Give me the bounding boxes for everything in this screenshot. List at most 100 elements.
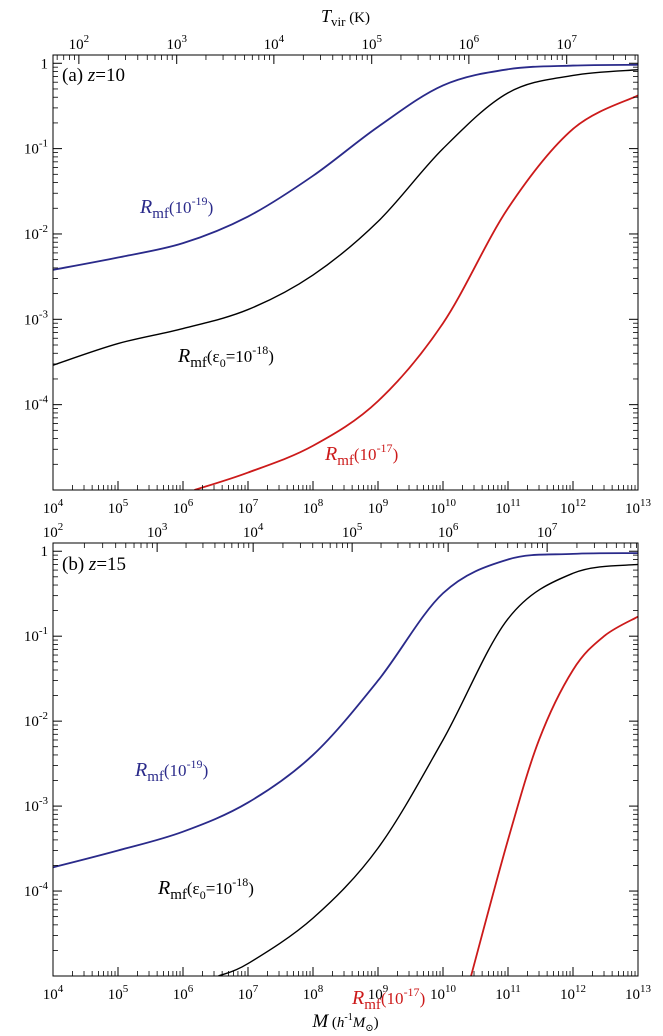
y-tick-label: 10-3 xyxy=(24,795,49,815)
series-label-sup: -17 xyxy=(377,441,393,455)
x-tick-exponent: 6 xyxy=(188,497,194,509)
y-tick-label: 10-1 xyxy=(24,625,48,645)
y-tick-base: 10 xyxy=(24,799,39,815)
series-label-close: ) xyxy=(248,879,254,898)
x-tick-label: 1011 xyxy=(495,983,521,1003)
series-label-open: (10 xyxy=(381,989,404,1008)
x-tick-base: 10 xyxy=(238,501,253,517)
series-label-1: Rmf(ε0=10-18) xyxy=(177,343,274,371)
series-label-sub: mf xyxy=(190,355,207,371)
top-tick-exponent: 4 xyxy=(258,521,264,533)
x-tick-label: 105 xyxy=(108,497,129,517)
x-tick-base: 10 xyxy=(625,501,640,517)
series-label-1: Rmf(ε0=10-18) xyxy=(157,875,254,903)
panel-label-suffix: =10 xyxy=(95,65,125,86)
series-line-0-0 xyxy=(53,63,638,271)
x-axis-title: M (h-1M⊙) xyxy=(311,1011,378,1034)
x-tick-base: 10 xyxy=(43,501,58,517)
y-tick-exponent: -3 xyxy=(39,308,49,320)
x-tick-base: 10 xyxy=(430,501,445,517)
top-tick-base: 10 xyxy=(166,37,181,53)
series-label-r: R xyxy=(157,877,170,899)
x-tick-label: 1012 xyxy=(560,983,586,1003)
series-label-open: (ε xyxy=(207,347,220,366)
series-line-1-1 xyxy=(218,563,638,976)
series-label-sup: -17 xyxy=(404,985,420,999)
top-tick-label: 105 xyxy=(361,33,382,53)
top-tick-exponent: 5 xyxy=(357,521,363,533)
y-tick-base: 10 xyxy=(24,398,39,414)
x-tick-exponent: 6 xyxy=(188,983,194,995)
top-axis-title: Tvir (K) xyxy=(321,6,370,29)
x-tick-label: 1012 xyxy=(560,497,586,517)
y-tick-exponent: -2 xyxy=(39,223,48,235)
series-label-sup: -18 xyxy=(232,875,248,889)
top-tick-label: 102 xyxy=(43,521,64,541)
series-label-2: Rmf(10-17) xyxy=(324,441,398,469)
y-tick-label: 1 xyxy=(41,544,49,560)
y-tick-label: 10-2 xyxy=(24,223,48,243)
y-tick-exponent: -3 xyxy=(39,795,49,807)
x-tick-base: 10 xyxy=(430,987,445,1003)
x-axis-close: ) xyxy=(374,1015,379,1031)
panel-label-prefix: (b) xyxy=(62,554,89,575)
series-label-open: (10 xyxy=(169,198,192,217)
x-tick-base: 10 xyxy=(495,501,510,517)
top-axis-unit: (K) xyxy=(345,10,370,26)
y-tick-label: 10-4 xyxy=(24,880,49,900)
y-tick-base: 10 xyxy=(24,629,39,645)
y-tick-base: 10 xyxy=(24,312,39,328)
series-label-open: (10 xyxy=(164,761,187,780)
series-label-2: Rmf(10-17) xyxy=(351,985,425,1013)
x-tick-exponent: 5 xyxy=(123,497,129,509)
x-axis-var: M xyxy=(311,1011,329,1032)
top-tick-label: 104 xyxy=(243,521,264,541)
top-tick-exponent: 7 xyxy=(571,33,577,45)
x-tick-label: 106 xyxy=(173,983,194,1003)
x-tick-exponent: 9 xyxy=(383,497,389,509)
x-tick-label: 109 xyxy=(368,497,389,517)
top-tick-exponent: 4 xyxy=(279,33,285,45)
x-tick-label: 105 xyxy=(108,983,129,1003)
y-tick-base: 1 xyxy=(41,544,49,560)
y-tick-label: 1 xyxy=(41,56,49,72)
y-tick-base: 1 xyxy=(41,56,49,72)
x-tick-label: 107 xyxy=(238,497,259,517)
y-tick-exponent: -1 xyxy=(39,625,48,637)
top-tick-label: 107 xyxy=(537,521,558,541)
top-axis-sub: vir xyxy=(331,14,346,29)
x-tick-exponent: 8 xyxy=(318,497,324,509)
top-tick-base: 10 xyxy=(43,525,58,541)
top-tick-label: 104 xyxy=(264,33,285,53)
x-tick-base: 10 xyxy=(108,987,123,1003)
top-tick-exponent: 5 xyxy=(376,33,382,45)
series-label-sub: mf xyxy=(170,887,187,903)
x-axis-sun: ⊙ xyxy=(365,1023,373,1034)
panel-a: 104 105 106 107 108 109 1010 1011 1012 1013110-11… xyxy=(24,6,652,517)
top-tick-base: 10 xyxy=(361,37,376,53)
series-label-sup: -18 xyxy=(252,343,268,357)
x-axis-open: ( xyxy=(328,1015,337,1031)
top-tick-base: 10 xyxy=(243,525,258,541)
top-axis-var: T xyxy=(321,6,333,26)
panel-label-var: z xyxy=(87,65,96,86)
y-tick-label: 10-3 xyxy=(24,308,49,328)
top-tick-label: 102 xyxy=(69,33,90,53)
x-tick-label: 104 xyxy=(43,983,64,1003)
top-tick-exponent: 3 xyxy=(162,521,168,533)
top-tick-label: 106 xyxy=(438,521,459,541)
y-tick-base: 10 xyxy=(24,142,39,158)
x-tick-base: 10 xyxy=(368,987,383,1003)
series-line-1-2 xyxy=(470,615,638,976)
y-tick-base: 10 xyxy=(24,884,39,900)
y-tick-label: 10-2 xyxy=(24,710,48,730)
top-tick-exponent: 2 xyxy=(84,33,90,45)
top-tick-exponent: 2 xyxy=(58,521,64,533)
x-axis-sup: -1 xyxy=(344,1012,352,1023)
series-label-r: R xyxy=(177,345,190,367)
x-tick-base: 10 xyxy=(173,501,188,517)
series-line-1-0 xyxy=(53,552,638,869)
x-tick-exponent: 12 xyxy=(575,497,586,509)
x-tick-label: 107 xyxy=(238,983,259,1003)
